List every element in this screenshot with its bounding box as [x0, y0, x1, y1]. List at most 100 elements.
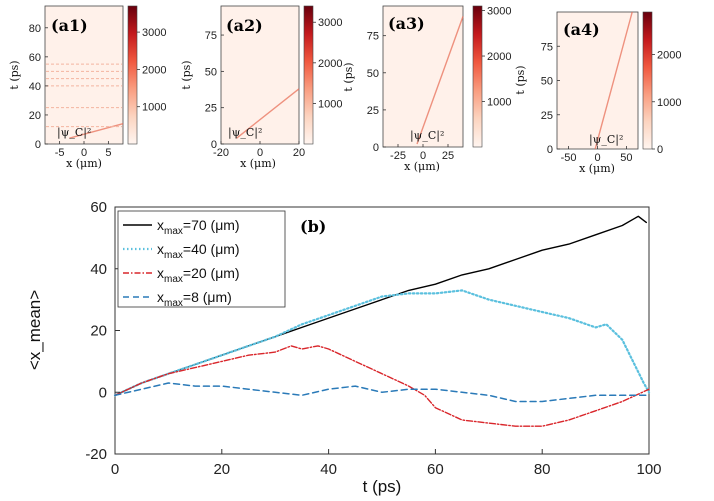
legend-label: xmax=70 (μm) [157, 217, 240, 237]
inset-label-a4: |ψ_C|² [589, 133, 623, 147]
xlabel-a1: x (μm) [66, 157, 102, 170]
colorbar-a4 [642, 11, 653, 150]
series-line-1 [113, 289, 651, 397]
heatmap-streak [594, 11, 633, 150]
x-tick-label: 0 [81, 147, 87, 159]
x-tick-label: 20 [213, 461, 230, 478]
y-tick-label: 20 [29, 110, 41, 122]
series-line-3 [114, 382, 650, 403]
y-tick-label: 25 [541, 110, 553, 122]
x-tick-label: -5 [55, 147, 65, 159]
inset-label-a2: |ψ_C|² [228, 126, 262, 140]
legend-main: x [157, 241, 164, 257]
y-tick-label: 0 [99, 384, 107, 401]
x-tick-label: -25 [390, 150, 406, 162]
heatmap-streak [236, 88, 300, 139]
ylabel-a2: t (ps) [180, 60, 193, 89]
ticks-a1: -5 0 5 0 20 40 60 80 [29, 23, 112, 159]
y-tick-label: 0 [35, 139, 41, 151]
heatmap-a3 [382, 5, 464, 148]
legend-sub: max [164, 250, 183, 261]
x-tick-label: 0 [257, 147, 263, 159]
y-tick-label: -20 [85, 446, 107, 463]
y-tick-label: 0 [373, 142, 379, 154]
y-tick-label: 80 [29, 23, 41, 35]
legend-sub: max [164, 298, 183, 309]
heatmap-streak [416, 16, 464, 145]
panel-label-a4: (a4) [563, 20, 600, 39]
ticks-a3: -25 0 25 0 25 50 75 [367, 31, 454, 162]
y-tick-label: 50 [541, 76, 553, 88]
legend-main: x [157, 265, 164, 281]
legend-rest: =70 (μm) [183, 217, 240, 233]
legend-main: x [157, 289, 164, 305]
heatmap-features-a3 [416, 16, 464, 145]
colorbar-ticks-a2: 1000 2000 3000 [313, 17, 342, 110]
colorbar-tick-label: 1000 [657, 97, 681, 109]
colorbar-ticks-a4: 0 1000 2000 [652, 50, 681, 156]
legend-rest: =40 (μm) [183, 241, 240, 257]
x-tick-label: 0 [594, 152, 600, 164]
y-tick-label: 0 [547, 144, 553, 156]
legend-label: xmax=40 (μm) [157, 241, 240, 261]
colorbar-a1 [127, 5, 138, 145]
colorbar-tick-label: 3000 [487, 6, 511, 18]
series-lines-b [113, 215, 651, 427]
colorbar-a2 [303, 5, 314, 145]
colorbar-tick-label: 3000 [142, 27, 166, 39]
legend-rest: =20 (μm) [183, 265, 240, 281]
colorbar-tick-label: 2000 [142, 64, 166, 76]
x-tick-label: 0 [111, 461, 119, 478]
ylabel-a3: t (ps) [342, 62, 355, 91]
colorbar-tick-label: 2000 [318, 58, 342, 70]
legend-box [117, 210, 286, 308]
colorbar-tick-label: 3000 [318, 17, 342, 29]
x-tick-label: -50 [561, 152, 577, 164]
x-tick-label: 40 [320, 461, 337, 478]
y-tick-label: 50 [205, 66, 217, 78]
legend-sub: max [164, 274, 183, 285]
xlabel-a4: x (μm) [579, 162, 615, 175]
y-tick-label: 40 [29, 81, 41, 93]
colorbar-ticks-a1: 1000 2000 3000 [137, 27, 166, 114]
legend-sub: max [164, 226, 183, 237]
heatmap-a2 [220, 5, 300, 145]
legend-b: xmax=70 (μm)xmax=40 (μm)xmax=20 (μm)xmax… [117, 210, 286, 309]
xlabel-a2: x (μm) [240, 157, 276, 170]
inset-label-a1: |ψ_C|² [57, 126, 91, 140]
y-tick-label: 25 [205, 103, 217, 115]
ylabel-b: <x_mean> [25, 290, 44, 370]
x-tick-label: 20 [293, 147, 305, 159]
panel-label-a2: (a2) [226, 16, 263, 35]
panel-label-a3: (a3) [388, 14, 425, 33]
x-tick-label: 60 [427, 461, 444, 478]
legend-items: xmax=70 (μm)xmax=40 (μm)xmax=20 (μm)xmax… [123, 217, 240, 309]
x-tick-label: 0 [420, 150, 426, 162]
legend-label: xmax=8 (μm) [157, 289, 232, 309]
y-tick-label: 75 [541, 41, 553, 53]
ylabel-b-text: <x_mean> [25, 290, 44, 370]
ylabel-a1: t (ps) [8, 60, 21, 89]
x-tick-label: 100 [636, 461, 661, 478]
y-tick-label: 60 [90, 199, 107, 216]
panel-label-b: (b) [300, 217, 326, 236]
colorbar-ticks-a3: 1000 2000 3000 [482, 6, 511, 109]
colorbar-tick-label: 2000 [487, 51, 511, 63]
x-tick-label: 25 [442, 150, 454, 162]
y-tick-label: 20 [90, 323, 107, 340]
y-tick-label: 40 [90, 261, 107, 278]
heatmap-streak [69, 122, 124, 139]
heatmap-features-a2 [236, 88, 300, 139]
heatmap-features-a4 [594, 11, 633, 150]
inset-label-a3: |ψ_C|² [410, 129, 444, 143]
heatmap-a4 [556, 11, 639, 150]
xlabel-b: t (ps) [363, 477, 402, 496]
ticks-a4: -50 0 50 0 25 50 75 [541, 41, 633, 164]
legend-label: xmax=20 (μm) [157, 265, 240, 285]
